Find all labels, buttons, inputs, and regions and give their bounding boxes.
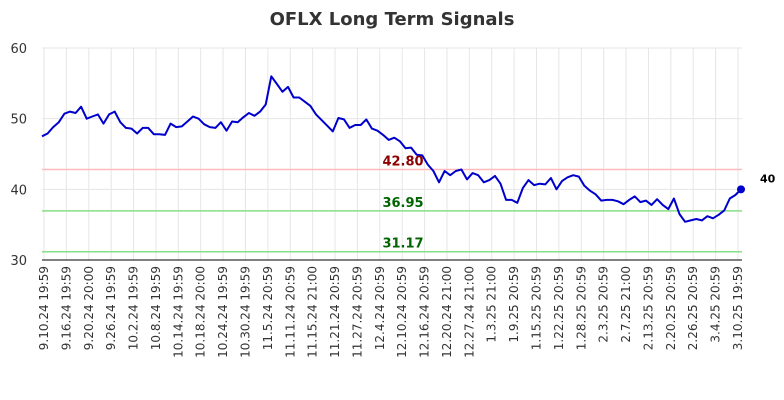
x-tick-label: 1.15.25 20:59 (530, 266, 544, 350)
x-tick-label: 1.22.25 20:59 (552, 266, 566, 350)
last-point: 40 (737, 172, 776, 194)
x-tick-label: 1.28.25 20:59 (574, 266, 588, 350)
x-tick-label: 12.10.24 20:59 (395, 266, 409, 358)
last-point-label: 40 (760, 172, 776, 185)
x-tick-label: 2.26.25 20:59 (686, 266, 700, 350)
x-tick-label: 2.7.25 21:00 (619, 266, 633, 343)
x-tick-label: 3.10.25 19:59 (731, 266, 745, 350)
y-tick-label: 50 (10, 113, 27, 128)
x-tick-label: 1.3.25 21:00 (485, 266, 499, 343)
last-point-marker (737, 185, 745, 194)
x-axis-ticks: 9.10.24 19:59 9.16.24 19:59 9.20.24 20:00 9… (37, 266, 745, 358)
price-line (41, 75, 742, 223)
signal-lines (42, 168, 742, 253)
grid (42, 47, 742, 261)
x-tick-label: 9.10.24 19:59 (37, 266, 51, 350)
x-tick-label: 10.30.24 19:59 (238, 266, 252, 358)
x-tick-label: 12.16.24 20:59 (418, 266, 432, 358)
y-tick-label: 60 (10, 42, 27, 57)
x-tick-label: 11.5.24 20:59 (261, 266, 275, 350)
y-tick-label: 40 (10, 183, 27, 198)
x-tick-label: 11.11.24 20:59 (283, 266, 297, 358)
x-tick-label: 11.15.24 21:00 (306, 266, 320, 358)
x-tick-label: 9.20.24 20:00 (82, 266, 96, 350)
x-tick-label: 10.14.24 19:59 (171, 266, 185, 358)
x-tick-label: 12.27.24 21:00 (462, 266, 476, 358)
x-tick-label: 2.20.25 20:59 (664, 266, 678, 350)
x-tick-label: 12.20.24 21:00 (440, 266, 454, 358)
y-axis-ticks: 30 40 50 60 (10, 42, 27, 269)
x-tick-label: 9.16.24 19:59 (59, 266, 73, 350)
x-tick-label: 9.26.24 19:59 (104, 266, 118, 350)
x-tick-label: 2.3.25 20:59 (597, 266, 611, 343)
signal-label: 36.95 (382, 196, 423, 211)
x-tick-label: 12.4.24 20:59 (373, 266, 387, 350)
signal-label: 42.80 (382, 155, 423, 170)
signal-labels: 42.80 36.95 31.17 (382, 155, 423, 252)
x-tick-label: 10.8.24 19:59 (149, 266, 163, 350)
x-tick-label: 10.24.24 19:59 (216, 266, 230, 358)
x-tick-label: 3.4.25 20:59 (709, 266, 723, 343)
chart-title: OFLX Long Term Signals (270, 9, 515, 30)
x-tick-label: 1.9.25 20:59 (507, 266, 521, 343)
y-tick-label: 30 (10, 254, 27, 269)
x-tick-label: 10.2.24 19:59 (127, 266, 141, 350)
signal-label: 31.17 (382, 237, 423, 252)
x-tick-label: 11.21.24 20:59 (328, 266, 342, 358)
x-tick-label: 2.13.25 20:59 (641, 266, 655, 350)
x-tick-label: 11.27.24 20:59 (350, 266, 364, 358)
series (41, 75, 742, 223)
x-tick-label: 10.18.24 20:00 (194, 266, 208, 358)
